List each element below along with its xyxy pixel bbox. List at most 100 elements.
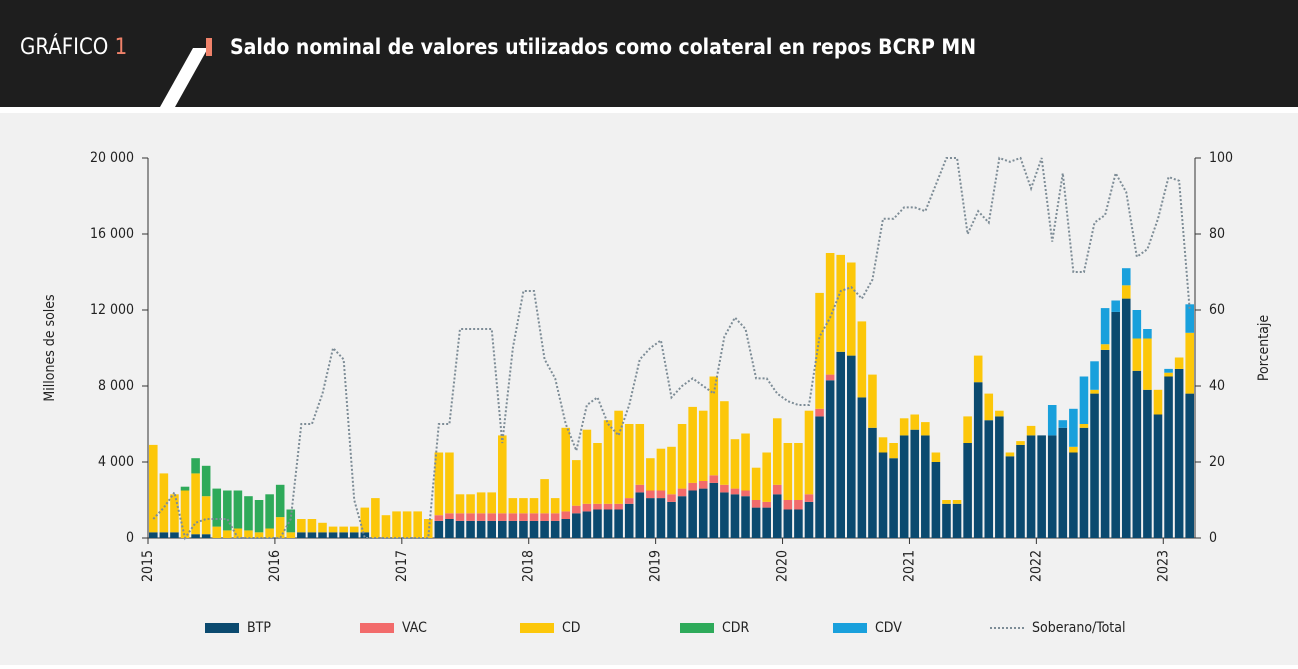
bar-segment [709,482,719,538]
legend-label: VAC [402,620,427,636]
y-tick-label: 0 [126,530,134,546]
bar-segment [603,503,613,510]
header-slash-edge [138,35,195,107]
bar-segment [476,492,486,514]
legend-swatch [360,623,394,633]
bar-segment [921,422,930,436]
bar-segment [836,351,845,538]
bar-segment [646,498,655,538]
bar-segment [318,522,327,533]
y-tick-label: 8 000 [98,378,134,394]
bar-segment [476,513,486,521]
bar-segment [942,500,951,504]
x-tick-label: 2016 [267,550,283,582]
bar-segment [445,452,454,514]
bar-segment [741,433,750,491]
bar-segment [307,532,317,538]
bar-segment [349,532,359,538]
bar-segment [973,382,983,538]
bar-segment [498,435,507,514]
bar-segment [1026,425,1036,436]
bar-segment [1164,376,1173,538]
bar-segment [614,410,623,504]
y-tick-label: 12 000 [90,302,134,318]
bar-segment [815,292,824,409]
bar-segment [1132,310,1142,339]
bar-segment [1185,332,1194,394]
bar-segment [762,507,771,538]
bar-segment [339,526,348,533]
bar-segment [720,484,729,493]
bar-segment [508,498,518,514]
bar-segment [1058,420,1068,428]
x-tick-label: 2017 [394,550,410,582]
title-marker [206,38,212,56]
x-tick-label: 2018 [521,550,537,582]
y2-tick-label: 0 [1209,530,1217,546]
bar-segment [720,401,729,485]
bar-segment [868,427,877,538]
bar-segment [519,513,528,521]
bar-segment [201,496,211,535]
bar-segment [772,418,782,485]
bar-segment [783,509,793,538]
bar-segment [952,500,962,504]
bar-segment [1047,405,1057,436]
bar-segment [582,503,592,512]
bar-segment [1079,427,1089,538]
bar-segment [297,519,306,533]
bar-segment [1111,311,1120,538]
y2-tick-label: 40 [1209,378,1225,394]
y-tick-label: 4 000 [98,454,134,470]
bar-segment [1164,372,1173,377]
x-tick-label: 2019 [648,550,664,582]
bar-segment [942,503,951,538]
bar-segment [772,494,782,538]
bar-segment [233,528,243,538]
bar-segment [519,498,528,514]
bar-segment [413,511,422,538]
bar-segment [455,520,465,538]
bar-segment [286,532,296,538]
bar-segment [572,460,581,506]
bar-segment [889,458,898,538]
bar-segment [466,513,475,521]
bar-segment [1153,389,1163,415]
bar-segment [688,406,697,483]
bar-segment [931,452,941,462]
bar-segment [180,486,190,491]
bar-segment [857,397,867,538]
bar-segment [381,515,391,538]
bar-segment [476,520,486,538]
bar-segment [963,416,972,443]
bar-segment [677,424,687,489]
bar-segment [963,443,972,538]
bar-segment [149,532,158,538]
bar-segment [1132,338,1142,371]
bar-segment [275,517,285,538]
x-tick-label: 2021 [901,550,917,582]
bar-segment [582,511,592,538]
x-tick-label: 2023 [1155,550,1171,582]
line-series [152,156,1191,541]
bar-segment [677,488,687,497]
bar-segment [265,528,274,538]
bar-segment [149,444,158,533]
bar-segment [498,520,507,538]
bar-segment [466,494,475,514]
bar-segment [741,496,750,538]
bar-segment [572,505,581,514]
bar-segment [794,443,803,500]
legend-label: CDV [875,620,902,636]
bar-segment [593,443,602,504]
bar-segment [794,509,803,538]
bar-segment [984,420,994,538]
bar-segment [952,503,962,538]
y-tick-label: 16 000 [90,226,134,242]
bar-segment [254,500,264,533]
bar-segment [1174,357,1184,369]
bar-segment [360,507,370,533]
bar-segment [487,492,496,514]
bar-segment [561,511,571,519]
chart-title: Saldo nominal de valores utilizados como… [230,35,976,59]
